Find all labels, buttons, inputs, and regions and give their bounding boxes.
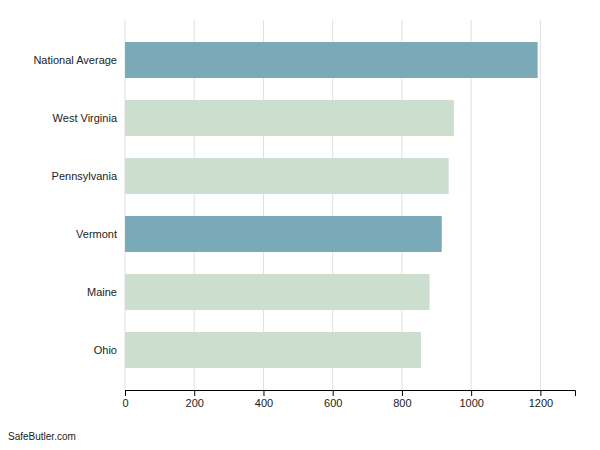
bars bbox=[125, 42, 538, 368]
y-tick: Pennsylvania bbox=[52, 170, 125, 182]
chart-svg: 0 200 400 600 800 1000 1200 Ohio Maine Vermont Pen… bbox=[0, 0, 600, 450]
x-tick-label: 1200 bbox=[529, 397, 553, 409]
chart-container: 0 200 400 600 800 1000 1200 Ohio Maine Vermont Pen… bbox=[0, 0, 600, 450]
x-tick-mark bbox=[471, 390, 472, 396]
x-tick: 200 bbox=[186, 390, 204, 409]
x-tick-mark bbox=[263, 390, 264, 396]
x-tick: 1000 bbox=[459, 390, 483, 409]
x-tick-label: 200 bbox=[186, 397, 204, 409]
bar bbox=[125, 274, 430, 310]
x-tick: 400 bbox=[255, 390, 273, 409]
x-tick: 1200 bbox=[529, 390, 553, 409]
x-tick-label: 1000 bbox=[459, 397, 483, 409]
x-axis: 0 200 400 600 800 1000 1200 bbox=[122, 390, 575, 409]
x-tick-label: 400 bbox=[255, 397, 273, 409]
y-tick-label: Pennsylvania bbox=[52, 170, 118, 182]
x-tick: 0 bbox=[122, 390, 128, 409]
plot-area: 0 200 400 600 800 1000 1200 Ohio Maine Vermont Pen… bbox=[33, 20, 575, 409]
y-tick: West Virginia bbox=[53, 112, 125, 124]
y-tick: National Average bbox=[33, 54, 125, 66]
y-tick: Maine bbox=[87, 286, 125, 298]
x-tick-mark bbox=[540, 390, 541, 396]
y-tick: Vermont bbox=[76, 228, 125, 240]
y-tick: Ohio bbox=[94, 344, 125, 356]
footnote: SafeButler.com bbox=[8, 431, 76, 442]
x-tick-mark bbox=[125, 390, 126, 396]
x-tick: 800 bbox=[393, 390, 411, 409]
x-tick-label: 600 bbox=[324, 397, 342, 409]
x-tick-mark bbox=[333, 390, 334, 396]
x-tick-label: 800 bbox=[393, 397, 411, 409]
y-tick-label: Maine bbox=[87, 286, 117, 298]
bar bbox=[125, 332, 421, 368]
grid bbox=[125, 20, 540, 390]
bar bbox=[125, 158, 449, 194]
x-tick-label: 0 bbox=[122, 397, 128, 409]
bar bbox=[125, 100, 454, 136]
y-tick-label: West Virginia bbox=[53, 112, 118, 124]
bar bbox=[125, 42, 538, 78]
grid-line bbox=[540, 20, 541, 390]
x-axis-line bbox=[126, 391, 576, 397]
x-tick: 600 bbox=[324, 390, 342, 409]
y-tick-label: Ohio bbox=[94, 344, 117, 356]
x-tick-mark bbox=[402, 390, 403, 396]
x-tick-mark bbox=[194, 390, 195, 396]
y-tick-label: Vermont bbox=[76, 228, 117, 240]
y-axis: Ohio Maine Vermont Pennsylvania West Virgini… bbox=[33, 54, 125, 356]
bar bbox=[125, 216, 442, 252]
y-tick-label: National Average bbox=[33, 54, 117, 66]
